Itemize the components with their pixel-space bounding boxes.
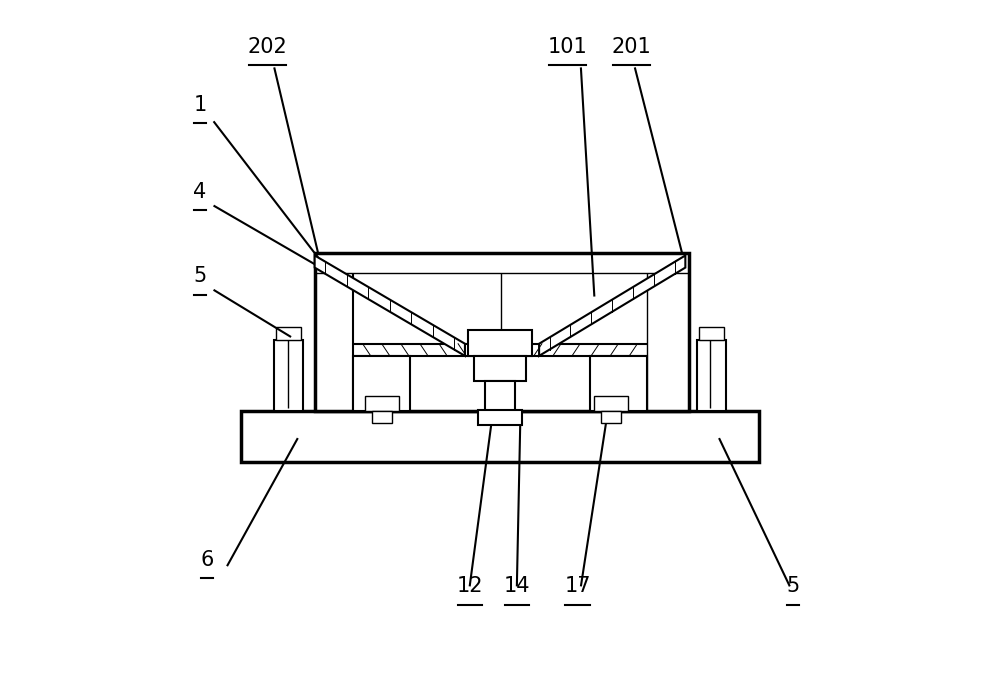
Bar [241, 411, 759, 462]
Text: 202: 202 [248, 37, 287, 57]
Polygon shape [539, 255, 685, 356]
Text: 14: 14 [504, 576, 530, 596]
Bar [485, 381, 515, 411]
Bar [365, 396, 399, 411]
Text: 17: 17 [564, 576, 591, 596]
Bar [474, 356, 526, 381]
Bar [353, 356, 410, 411]
Text: 12: 12 [456, 576, 483, 596]
Text: 1: 1 [193, 94, 207, 115]
Text: 5: 5 [787, 576, 800, 596]
Text: 6: 6 [200, 549, 213, 570]
Bar [601, 411, 621, 423]
Bar [590, 356, 647, 411]
Text: 201: 201 [612, 37, 651, 57]
Text: 4: 4 [193, 182, 207, 202]
Text: 101: 101 [548, 37, 587, 57]
Text: 5: 5 [193, 266, 207, 286]
Bar [274, 340, 303, 411]
Bar [594, 396, 628, 411]
Bar [468, 330, 532, 356]
Bar [315, 253, 689, 411]
Bar [699, 327, 724, 340]
Bar [478, 410, 522, 425]
Bar [372, 411, 392, 423]
Polygon shape [315, 255, 465, 356]
Bar [697, 340, 726, 411]
Bar [276, 327, 301, 340]
